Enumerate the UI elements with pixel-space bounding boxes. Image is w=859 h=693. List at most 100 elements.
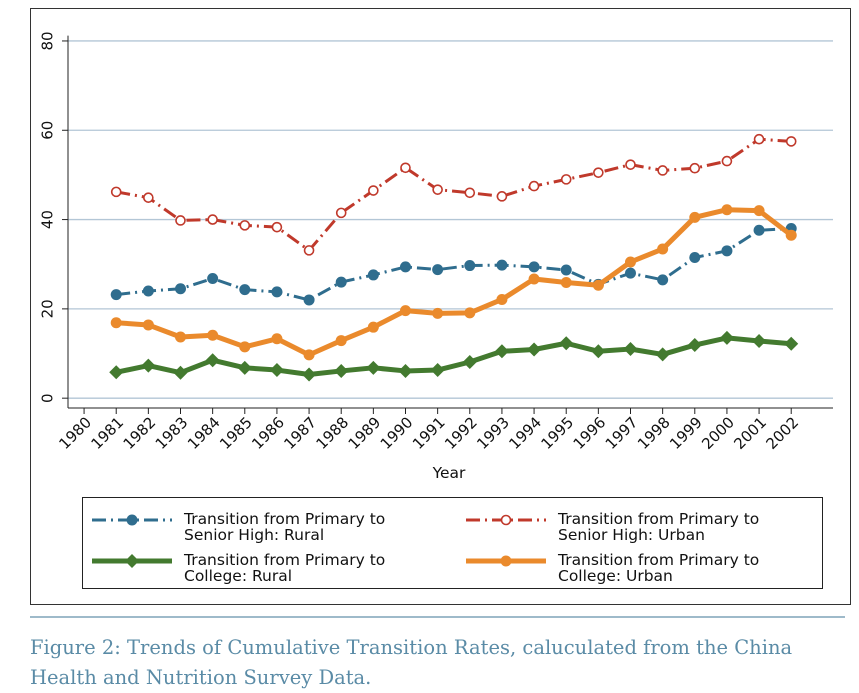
data-point bbox=[560, 277, 572, 289]
data-point bbox=[593, 167, 604, 178]
data-point bbox=[269, 363, 284, 378]
data-point bbox=[367, 321, 379, 333]
data-point bbox=[496, 191, 508, 202]
data-point bbox=[528, 180, 540, 192]
x-tick-label: 1988 bbox=[312, 413, 352, 453]
legend-label: Transition from Primary to Senior High: … bbox=[558, 510, 760, 544]
x-tick-label: 1992 bbox=[441, 413, 481, 453]
data-point bbox=[400, 162, 411, 174]
data-point bbox=[462, 355, 477, 370]
data-point bbox=[175, 215, 186, 226]
data-point bbox=[335, 335, 347, 347]
data-point bbox=[239, 341, 251, 353]
data-point bbox=[430, 363, 445, 378]
x-tick-label: 1986 bbox=[248, 413, 288, 453]
x-tick-label: 1996 bbox=[570, 413, 610, 453]
data-point bbox=[303, 245, 315, 256]
data-point bbox=[625, 267, 636, 279]
series-line bbox=[115, 335, 792, 378]
x-tick-label: 1990 bbox=[377, 413, 417, 453]
data-point bbox=[205, 353, 220, 368]
data-point bbox=[464, 187, 476, 199]
data-point bbox=[271, 221, 283, 233]
data-point bbox=[400, 261, 411, 273]
data-point bbox=[721, 155, 733, 167]
data-point bbox=[142, 319, 154, 331]
x-tick-label: 2002 bbox=[762, 413, 802, 453]
chart-frame bbox=[30, 8, 851, 605]
y-tick-label: 60 bbox=[39, 121, 57, 140]
data-point bbox=[623, 342, 638, 357]
legend-label: Transition from Primary to Senior High: … bbox=[184, 510, 386, 544]
data-point bbox=[528, 273, 540, 285]
legend-box bbox=[82, 497, 823, 589]
data-point bbox=[398, 363, 413, 378]
data-point bbox=[207, 273, 219, 285]
data-point bbox=[527, 342, 542, 357]
x-tick-label: 1989 bbox=[345, 413, 385, 453]
data-point bbox=[625, 256, 636, 268]
data-point bbox=[368, 185, 379, 196]
data-point bbox=[334, 363, 349, 378]
data-point bbox=[689, 211, 701, 223]
legend-marker bbox=[500, 555, 512, 567]
data-point bbox=[496, 293, 508, 305]
data-point bbox=[752, 334, 767, 349]
data-point bbox=[464, 260, 476, 272]
data-point bbox=[432, 307, 444, 319]
data-point bbox=[689, 162, 701, 174]
data-point bbox=[400, 305, 411, 317]
data-point bbox=[655, 347, 670, 362]
series-line bbox=[116, 207, 793, 358]
data-point bbox=[173, 365, 188, 380]
data-point bbox=[141, 358, 156, 373]
x-tick-label: 1993 bbox=[473, 413, 513, 453]
y-tick-label: 0 bbox=[39, 393, 57, 403]
data-point bbox=[657, 274, 669, 286]
data-point bbox=[303, 349, 315, 361]
x-tick-label: 2000 bbox=[698, 413, 738, 453]
data-point bbox=[753, 205, 765, 217]
legend-label: Transition from Primary to College: Rura… bbox=[184, 551, 386, 585]
data-point bbox=[142, 285, 154, 297]
x-tick-label: 1980 bbox=[55, 413, 95, 453]
data-point bbox=[719, 330, 734, 345]
data-point bbox=[432, 264, 444, 276]
series-line bbox=[116, 227, 792, 302]
data-point bbox=[110, 289, 122, 301]
legend-marker bbox=[125, 554, 139, 568]
legend-label: Transition from Primary to College: Urba… bbox=[558, 551, 760, 585]
data-point bbox=[110, 186, 122, 198]
data-point bbox=[689, 252, 701, 264]
data-point bbox=[496, 259, 508, 271]
data-point bbox=[335, 207, 347, 219]
x-tick-label: 1994 bbox=[505, 413, 545, 453]
data-point bbox=[175, 283, 186, 295]
data-point bbox=[271, 333, 283, 345]
data-point bbox=[239, 220, 251, 231]
y-tick-label: 40 bbox=[39, 210, 57, 229]
data-point bbox=[143, 192, 154, 203]
data-point bbox=[592, 279, 604, 291]
y-tick-label: 20 bbox=[39, 299, 57, 318]
x-tick-label: 1982 bbox=[120, 413, 160, 453]
data-point bbox=[366, 360, 381, 375]
data-point bbox=[335, 276, 347, 288]
legend-marker bbox=[126, 514, 138, 526]
data-point bbox=[367, 269, 379, 281]
x-tick-label: 1984 bbox=[184, 413, 224, 453]
series-line bbox=[115, 137, 792, 252]
x-tick-label: 1998 bbox=[634, 413, 674, 453]
data-point bbox=[721, 204, 733, 216]
x-tick-label: 2001 bbox=[730, 413, 770, 453]
data-point bbox=[239, 284, 251, 296]
x-tick-label: 1997 bbox=[602, 413, 642, 453]
data-point bbox=[559, 336, 574, 351]
data-point bbox=[657, 165, 668, 176]
data-point bbox=[494, 344, 509, 359]
data-point bbox=[785, 136, 797, 147]
data-point bbox=[302, 367, 317, 382]
x-tick-label: 1983 bbox=[152, 413, 192, 453]
